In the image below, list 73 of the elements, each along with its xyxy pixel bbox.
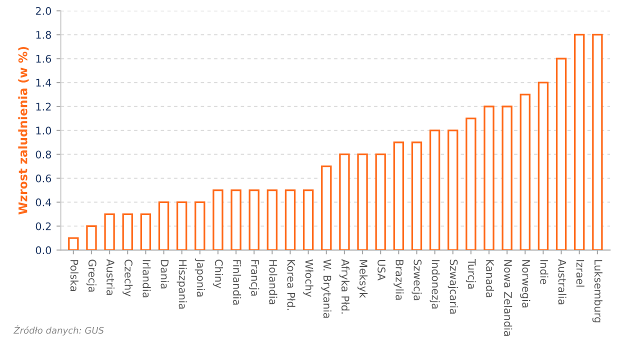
bar: [520, 94, 531, 250]
bar: [212, 189, 224, 250]
bar: [429, 130, 440, 250]
x-tick-label: Hiszpania: [176, 260, 187, 309]
x-tick-label: Francja: [249, 260, 260, 296]
y-tick-label: 1.4: [36, 78, 52, 87]
y-tick-label: 1.0: [36, 126, 52, 135]
x-tick-label: Finlandia: [233, 260, 242, 305]
x-tick-label: Indonezja: [430, 260, 440, 309]
bar: [321, 165, 332, 250]
bar: [339, 154, 350, 250]
x-tick-label: Brazylia: [394, 260, 404, 300]
bar: [140, 213, 152, 250]
x-tick-label: Holandia: [269, 260, 278, 304]
y-tick-label: 0.2: [36, 222, 51, 230]
x-tick-label: W. Brytania: [321, 259, 332, 318]
bar: [357, 154, 368, 250]
y-tick-label: 0.0: [36, 246, 52, 254]
x-tick-label: Japonia: [194, 258, 205, 296]
bar: [448, 130, 458, 250]
bar: [104, 213, 115, 250]
bar: [466, 118, 476, 250]
x-tick-label: Kanada: [486, 260, 494, 298]
text: Źródło danych: GUS: [13, 325, 104, 336]
x-tick-label: Austria: [106, 259, 115, 295]
bar: [248, 189, 260, 250]
bar: [556, 58, 567, 250]
x-tick-label: Czechy: [122, 260, 133, 296]
x-tick-label: Turcja: [466, 259, 476, 289]
x-tick-label: Korea Płd.: [287, 260, 296, 310]
bar: [284, 189, 296, 250]
bar: [158, 201, 170, 250]
bar: [484, 106, 494, 250]
bar: [122, 213, 133, 250]
bar: [574, 34, 585, 250]
x-tick-label: Meksyk: [357, 260, 368, 298]
y-tick-label: 2.0: [36, 7, 52, 15]
x-tick-label: Afryka Płd.: [339, 259, 350, 314]
x-tick-label: Włochy: [303, 259, 314, 297]
bar: [502, 106, 512, 250]
x-tick-label: Polska: [70, 260, 78, 291]
bar: [68, 237, 79, 250]
x-tick-label: USA: [378, 260, 386, 281]
x-tick-label: Indie: [540, 260, 548, 284]
y-tick-label: 0.4: [36, 198, 52, 206]
x-tick-label: Chiny: [212, 260, 224, 288]
bar: [538, 82, 549, 250]
x-tick-label: Australia: [558, 259, 566, 304]
x-tick-label: Dania: [160, 260, 169, 288]
y-axis-title: Wzrost zaludnienia (w %): [18, 46, 29, 215]
bar: [393, 142, 404, 250]
x-tick-label: Grecja: [86, 260, 97, 292]
x-tick-label: Luksemburg: [592, 260, 602, 322]
bar: [176, 201, 188, 250]
x-tick-label: Szwecja: [412, 260, 422, 300]
bar: [86, 225, 97, 250]
x-tick-label: Norwegia: [520, 260, 530, 308]
bar: [592, 34, 603, 250]
bar: [411, 142, 422, 250]
y-tick-label: 1.8: [36, 30, 52, 39]
bar: [194, 201, 206, 250]
y-tick-label: 0.6: [36, 174, 52, 182]
bar: [230, 189, 242, 250]
y-tick-label: 1.2: [36, 102, 51, 110]
x-tick-label: Izrael: [576, 260, 584, 287]
bar: [302, 189, 314, 250]
x-tick-label: Irlandia: [142, 260, 151, 298]
bar: [375, 154, 386, 250]
x-tick-label: Szwajcaria: [448, 260, 458, 314]
y-tick-label: 0.8: [36, 150, 52, 158]
y-tick-label: 1.6: [36, 54, 52, 63]
x-tick-label: Nowa Zelandia: [504, 260, 512, 336]
bar: [266, 189, 278, 250]
